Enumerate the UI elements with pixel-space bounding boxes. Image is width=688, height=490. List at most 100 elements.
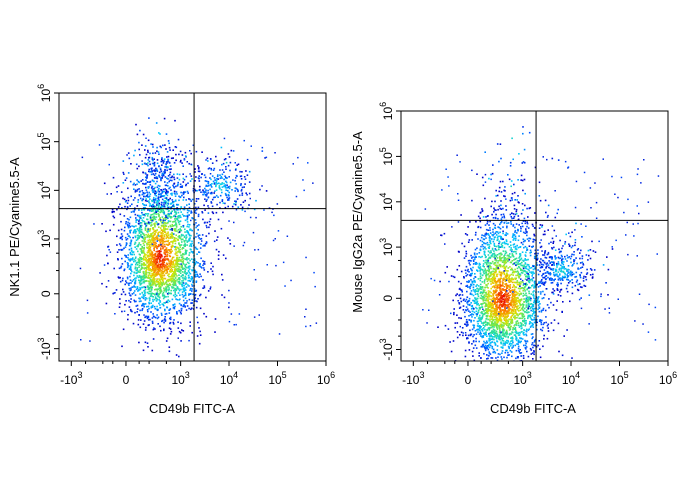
event-point [511, 249, 513, 251]
event-point [494, 259, 496, 261]
event-point [504, 299, 506, 301]
event-point [215, 184, 217, 187]
event-point [106, 193, 108, 195]
event-point [169, 224, 172, 227]
event-point [116, 235, 118, 238]
event-point [468, 297, 471, 300]
event-point [182, 287, 185, 289]
event-point [144, 172, 147, 174]
event-point [152, 338, 155, 340]
event-point [473, 252, 476, 255]
event-point [218, 250, 220, 253]
event-point [493, 268, 495, 270]
event-point [183, 241, 186, 243]
event-point [179, 150, 182, 153]
event-point [171, 231, 173, 234]
event-point [504, 334, 506, 337]
event-point [528, 276, 530, 278]
event-point [180, 309, 183, 312]
event-point [138, 227, 141, 229]
event-point [150, 311, 152, 313]
event-point [501, 261, 504, 263]
event-point [510, 290, 512, 292]
event-point [493, 299, 495, 301]
event-point [254, 249, 256, 251]
event-point [168, 260, 170, 262]
event-point [156, 293, 158, 295]
event-point [146, 342, 149, 344]
event-point [307, 162, 309, 164]
event-point [159, 257, 162, 259]
event-point [537, 252, 539, 255]
event-point [130, 195, 132, 198]
event-point [175, 266, 177, 268]
event-point [529, 252, 531, 254]
event-point [132, 183, 135, 186]
event-point [184, 151, 187, 154]
event-point [142, 237, 144, 240]
event-point [190, 278, 192, 280]
event-point [141, 240, 144, 242]
event-point [148, 230, 151, 232]
event-point [160, 247, 162, 249]
event-point [156, 229, 158, 231]
event-point [137, 180, 140, 183]
event-point [157, 189, 160, 192]
event-point [482, 364, 484, 366]
event-point [143, 253, 146, 255]
event-point [155, 300, 158, 302]
event-point [139, 257, 142, 259]
event-point [508, 281, 511, 283]
event-point [484, 325, 486, 327]
event-point [235, 200, 237, 203]
event-point [128, 287, 131, 290]
event-point [163, 234, 166, 236]
event-point [157, 201, 159, 203]
event-point [158, 239, 160, 241]
event-point [147, 264, 150, 266]
event-point [519, 332, 521, 334]
event-point [141, 236, 143, 238]
event-point [517, 349, 520, 352]
event-point [147, 310, 149, 313]
event-point [534, 166, 537, 169]
event-point [155, 197, 157, 200]
event-point [170, 212, 172, 215]
event-point [142, 294, 145, 296]
event-point [453, 313, 455, 316]
event-point [182, 208, 185, 211]
event-point [173, 279, 175, 282]
event-point [150, 173, 153, 176]
event-point [215, 159, 218, 162]
event-point [139, 244, 142, 246]
event-point [205, 159, 207, 161]
event-point [469, 221, 471, 223]
event-point [540, 309, 543, 312]
event-point [169, 249, 171, 251]
event-point [159, 265, 162, 267]
event-point [175, 287, 177, 290]
event-point [141, 245, 143, 248]
event-point [141, 247, 144, 249]
event-point [183, 287, 186, 290]
event-point [169, 308, 172, 310]
event-point [173, 239, 175, 241]
event-point [186, 190, 189, 193]
event-point [188, 234, 191, 237]
event-point [133, 292, 135, 294]
event-point [492, 294, 495, 297]
event-point [554, 216, 557, 219]
event-point [135, 230, 137, 233]
event-point [518, 224, 520, 226]
event-point [168, 346, 171, 348]
event-point [139, 235, 141, 238]
event-point [139, 225, 142, 227]
event-point [224, 184, 227, 186]
event-point [477, 238, 479, 240]
event-point [496, 335, 499, 337]
event-point [249, 197, 251, 200]
event-point [171, 258, 173, 260]
event-point [158, 285, 161, 288]
event-point [170, 189, 172, 191]
